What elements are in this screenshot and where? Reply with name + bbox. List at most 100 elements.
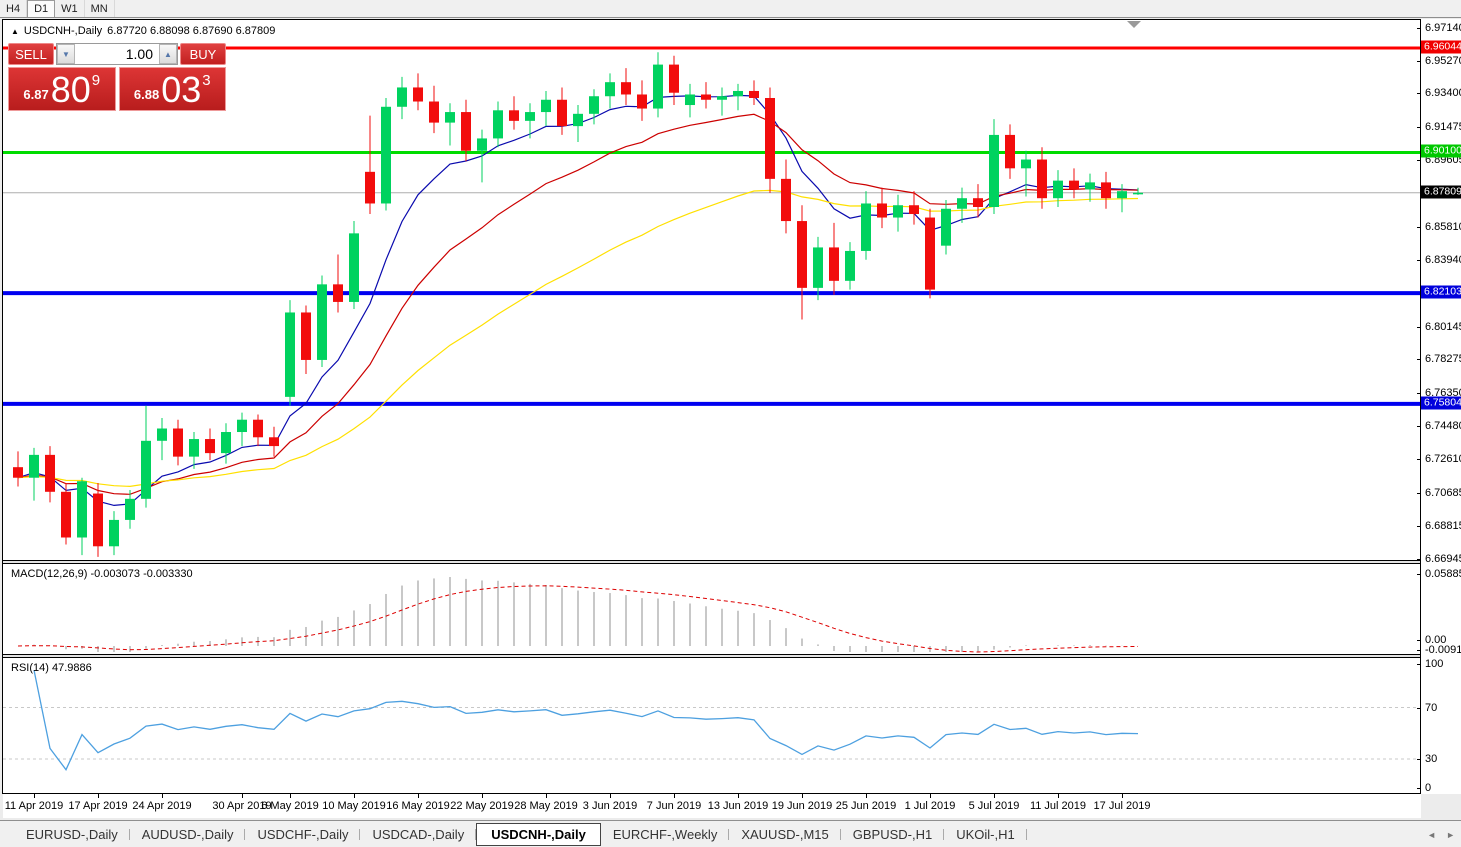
sell-price-big: 80 bbox=[50, 69, 91, 110]
panel-divider[interactable] bbox=[3, 560, 1461, 564]
buy-price-tile[interactable]: 6.88 03 3 bbox=[118, 67, 226, 111]
axis-tick-mark bbox=[1417, 650, 1421, 651]
macd-indicator-label: MACD(12,26,9) -0.003073 -0.003330 bbox=[11, 568, 193, 580]
price-axis[interactable]: 6.97140 6.95270 6.93400 6.91475 6.89605 6.858… bbox=[1417, 19, 1461, 794]
panel-divider[interactable] bbox=[3, 654, 1461, 658]
rsi-line bbox=[33, 669, 1139, 771]
date-label: 6 May 2019 bbox=[261, 800, 319, 812]
timeframe-button-h4[interactable]: H4 bbox=[0, 0, 28, 17]
rsi-indicator-label: RSI(14) 47.9886 bbox=[11, 662, 92, 674]
price-tick-label: 6.91475 bbox=[1425, 121, 1461, 134]
chart-shift-icon[interactable] bbox=[1127, 21, 1141, 28]
date-tick-mark bbox=[290, 794, 291, 798]
rsi-tick-label: 70 bbox=[1425, 702, 1438, 714]
axis-tick-mark bbox=[1417, 788, 1421, 789]
chart-title: ▲ USDCNH-,Daily 6.87720 6.88098 6.87690 … bbox=[11, 25, 275, 37]
axis-divider-line bbox=[1420, 19, 1421, 794]
date-label: 3 Jun 2019 bbox=[582, 800, 638, 812]
axis-tick-mark bbox=[1417, 664, 1421, 665]
price-badge: 6.75804 bbox=[1421, 396, 1461, 410]
sell-price-pip: 9 bbox=[91, 72, 101, 89]
sell-button[interactable]: SELL bbox=[8, 43, 54, 65]
axis-tick-mark bbox=[1417, 60, 1421, 62]
volume-decrease-icon[interactable]: ▼ bbox=[57, 44, 75, 64]
date-label: 17 Jul 2019 bbox=[1093, 800, 1151, 812]
date-tick-mark bbox=[34, 794, 35, 798]
axis-tick-mark bbox=[1417, 640, 1421, 641]
moving-average-line-8 bbox=[17, 94, 1139, 507]
date-label: 30 Apr 2019 bbox=[212, 800, 272, 812]
volume-stepper: ▼ ▲ bbox=[56, 43, 178, 65]
chart-tab-eurusd[interactable]: EURUSD-,Daily bbox=[14, 824, 130, 845]
date-label: 7 Jun 2019 bbox=[646, 800, 702, 812]
chart-tab-xauusd[interactable]: XAUUSD-,M15 bbox=[729, 824, 842, 845]
timeframe-button-d1[interactable]: D1 bbox=[27, 0, 56, 17]
date-label: 5 Jul 2019 bbox=[968, 800, 1020, 812]
chart-tab-audusd[interactable]: AUDUSD-,Daily bbox=[130, 824, 246, 845]
price-tick-label: 6.74480 bbox=[1425, 420, 1461, 433]
moving-average-line-38 bbox=[17, 189, 1139, 488]
date-label: 10 May 2019 bbox=[322, 800, 386, 812]
one-click-trade-widget: SELL ▼ ▲ BUY 6.87 80 9 6.88 03 3 bbox=[8, 43, 226, 111]
candles-layer bbox=[13, 52, 1143, 557]
axis-tick-mark bbox=[1417, 458, 1421, 460]
macd-plot bbox=[17, 577, 1139, 653]
rsi-plot bbox=[3, 669, 1417, 771]
rsi-tick-label: 0 bbox=[1425, 782, 1432, 794]
buy-price-prefix: 6.88 bbox=[133, 87, 160, 102]
main-chart-panel[interactable] bbox=[3, 19, 1461, 560]
date-label: 11 Apr 2019 bbox=[4, 800, 64, 812]
date-tick-mark bbox=[162, 794, 163, 798]
date-tick-mark bbox=[738, 794, 739, 798]
date-tick-mark bbox=[242, 794, 243, 798]
chart-tab-gbpusd[interactable]: GBPUSD-,H1 bbox=[841, 824, 945, 845]
chart-tab-usdcad[interactable]: USDCAD-,Daily bbox=[360, 824, 476, 845]
volume-input[interactable] bbox=[75, 44, 159, 64]
macd-signal-line bbox=[17, 585, 1139, 653]
axis-tick-mark bbox=[1417, 93, 1421, 95]
timeframe-button-mn[interactable]: MN bbox=[85, 0, 115, 17]
price-badge: 6.90100 bbox=[1421, 144, 1461, 158]
axis-tick-mark bbox=[1417, 426, 1421, 428]
date-tick-mark bbox=[354, 794, 355, 798]
macd-max-label: 0.058851 bbox=[1425, 568, 1461, 580]
axis-tick-mark bbox=[1417, 759, 1421, 760]
moving-average-line-17 bbox=[17, 113, 1139, 495]
date-label: 28 May 2019 bbox=[514, 800, 578, 812]
chart-tab-eurchf[interactable]: EURCHF-,Weekly bbox=[601, 824, 730, 845]
date-tick-mark bbox=[482, 794, 483, 798]
date-axis[interactable]: 11 Apr 2019 17 Apr 2019 24 Apr 2019 30 Apr … bbox=[3, 794, 1421, 818]
date-label: 19 Jun 2019 bbox=[771, 800, 833, 812]
date-tick-mark bbox=[930, 794, 931, 798]
chart-tab-ukoil[interactable]: UKOil-,H1 bbox=[944, 824, 1027, 845]
axis-tick-mark bbox=[1417, 359, 1421, 361]
timeframe-button-w1[interactable]: W1 bbox=[55, 0, 85, 17]
window-frame-edge bbox=[2, 19, 3, 794]
chart-tab-usdcnh[interactable]: USDCNH-,Daily bbox=[476, 822, 601, 846]
macd-min-label: -0.009116 bbox=[1425, 644, 1461, 656]
triangle-up-icon: ▲ bbox=[11, 26, 19, 36]
buy-button[interactable]: BUY bbox=[180, 43, 226, 65]
timeframe-toolbar: H4 D1 W1 MN bbox=[0, 0, 1461, 18]
macd-zero-label: 0.00 bbox=[1425, 634, 1447, 646]
date-tick-mark bbox=[994, 794, 995, 798]
tab-scroll-right-icon[interactable]: ► bbox=[1446, 829, 1455, 840]
axis-baseline bbox=[3, 793, 1461, 794]
date-tick-mark bbox=[1122, 794, 1123, 798]
date-tick-mark bbox=[418, 794, 419, 798]
price-tick-label: 6.72610 bbox=[1425, 452, 1461, 465]
date-tick-mark bbox=[546, 794, 547, 798]
date-label: 22 May 2019 bbox=[450, 800, 514, 812]
price-tick-label: 6.85810 bbox=[1425, 220, 1461, 233]
sell-price-prefix: 6.87 bbox=[23, 87, 49, 102]
date-label: 1 Jul 2019 bbox=[904, 800, 956, 812]
sell-price-tile[interactable]: 6.87 80 9 bbox=[8, 67, 116, 111]
chart-tab-usdchf[interactable]: USDCHF-,Daily bbox=[245, 824, 361, 845]
volume-increase-icon[interactable]: ▲ bbox=[159, 44, 177, 64]
date-tick-mark bbox=[98, 794, 99, 798]
axis-tick-mark bbox=[1417, 326, 1421, 328]
rsi-panel[interactable] bbox=[3, 658, 1461, 794]
tab-scroll-left-icon[interactable]: ◄ bbox=[1427, 829, 1437, 840]
chart-tab-bar: EURUSD-,Daily AUDUSD-,Daily USDCHF-,Daily U… bbox=[0, 820, 1461, 847]
macd-panel[interactable] bbox=[3, 564, 1461, 654]
